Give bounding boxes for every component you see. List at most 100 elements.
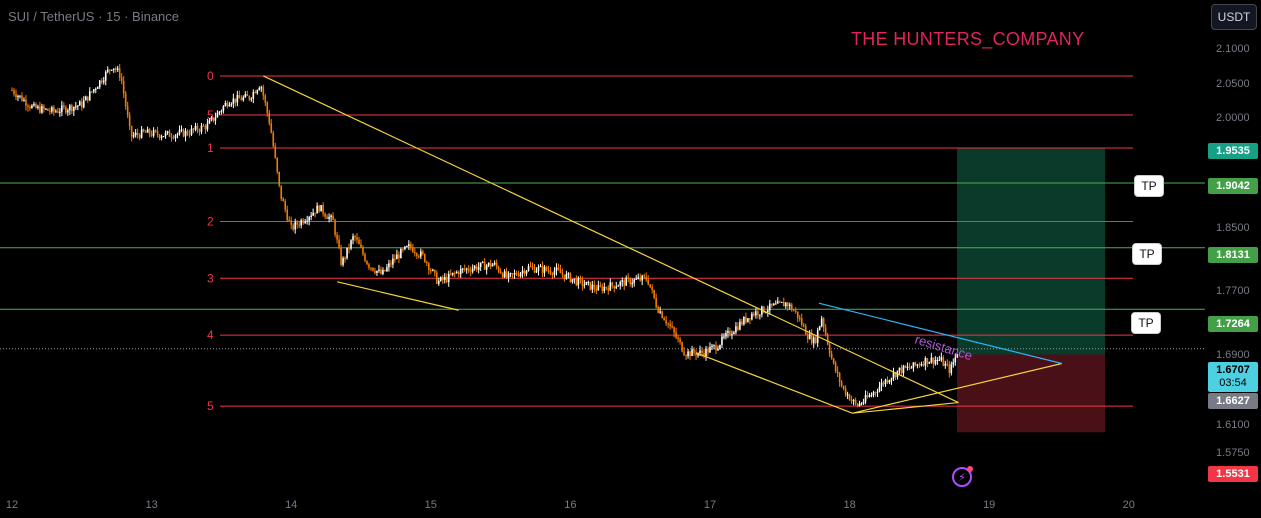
currency-button[interactable]: USDT [1211, 4, 1257, 30]
candle-body [944, 363, 947, 366]
candle-body [202, 125, 205, 127]
candle-body [59, 111, 61, 113]
candle-body [563, 274, 566, 279]
candle-body [312, 212, 314, 216]
candle-body [844, 388, 847, 396]
candle-body [55, 111, 57, 113]
candle-body [192, 128, 195, 130]
fib-label: 3 [207, 271, 214, 285]
candle-body [69, 105, 71, 111]
candle-body [342, 257, 344, 265]
candle-body [148, 129, 151, 135]
candle-body [449, 273, 452, 275]
candle-body [635, 278, 638, 280]
tp-tag-2[interactable]: TP [1132, 243, 1162, 265]
x-tick-label: 12 [6, 499, 18, 511]
candle-body [290, 220, 292, 225]
candle-body [495, 262, 498, 267]
candle-body [73, 106, 75, 112]
candle-body [782, 302, 785, 307]
candle-body [800, 318, 803, 325]
profit-zone [957, 148, 1106, 355]
candle-body [439, 277, 442, 281]
candle-body [314, 212, 316, 214]
y-tick-label: 1.8500 [1216, 222, 1250, 234]
candle-body [573, 278, 576, 280]
candle-body [276, 157, 279, 172]
candle-body [268, 112, 271, 124]
candle-body [701, 350, 703, 354]
candle-body [471, 268, 474, 272]
candle-body [360, 244, 362, 248]
candle-body [537, 266, 540, 271]
candle-body [613, 285, 616, 289]
candle-body [146, 129, 149, 133]
candle-body [27, 105, 29, 107]
candle-body [82, 100, 85, 108]
candle-body [954, 357, 957, 363]
candle-body [551, 273, 554, 275]
candle-body [555, 267, 558, 272]
candle-body [577, 278, 580, 286]
candle-body [418, 255, 420, 257]
candle-body [144, 131, 147, 133]
candle-body [23, 99, 25, 101]
candle-body [43, 106, 45, 109]
candle-body [53, 107, 55, 112]
candle-body [310, 215, 312, 218]
candle-body [651, 287, 653, 290]
candle-body [936, 359, 939, 361]
candle-body [733, 332, 735, 335]
candle-body [850, 400, 853, 402]
candle-body [870, 394, 873, 396]
x-tick-label: 13 [145, 499, 157, 511]
fib-label: 1 [207, 141, 214, 155]
candle-body [894, 372, 897, 377]
candle-body [455, 271, 458, 274]
candle-body [727, 330, 729, 333]
candle-body [25, 99, 27, 106]
candle-body [108, 69, 111, 71]
candle-body [950, 364, 953, 373]
candle-body [605, 287, 608, 289]
candle-body [798, 318, 801, 320]
tp-tag-3[interactable]: TP [1131, 312, 1161, 334]
candle-body [428, 263, 430, 271]
candle-body [830, 353, 833, 359]
candle-body [447, 273, 450, 283]
alert-bolt-icon[interactable]: ⚡ [952, 466, 973, 487]
candle-body [224, 102, 227, 107]
candle-body [788, 304, 791, 307]
candle-body [232, 98, 235, 104]
candle-body [739, 321, 741, 330]
candle-body [128, 115, 131, 126]
candle-body [49, 110, 51, 112]
candle-body [473, 266, 476, 269]
candle-body [597, 285, 600, 291]
candle-body [350, 240, 352, 249]
tp-tag-1[interactable]: TP [1134, 175, 1164, 197]
candle-body [677, 337, 679, 340]
x-tick-label: 19 [983, 499, 995, 511]
candle-body [242, 97, 245, 101]
candle-body [140, 129, 143, 138]
x-tick-label: 20 [1123, 499, 1135, 511]
candle-body [400, 249, 402, 259]
candle-body [717, 348, 719, 351]
candle-body [812, 337, 815, 344]
candle-body [834, 362, 837, 372]
candle-body [112, 68, 115, 70]
candle-body [204, 126, 207, 130]
candle-body [633, 279, 636, 283]
candle-body [37, 106, 39, 109]
trend-line-lower-channel-2 [695, 352, 853, 414]
candle-body [154, 130, 157, 132]
candle-body [796, 311, 799, 319]
candle-body [86, 96, 89, 101]
candle-body [134, 132, 137, 136]
candle-body [790, 304, 793, 311]
candle-body [481, 261, 484, 263]
candle-body [176, 133, 179, 136]
candle-body [386, 267, 388, 272]
